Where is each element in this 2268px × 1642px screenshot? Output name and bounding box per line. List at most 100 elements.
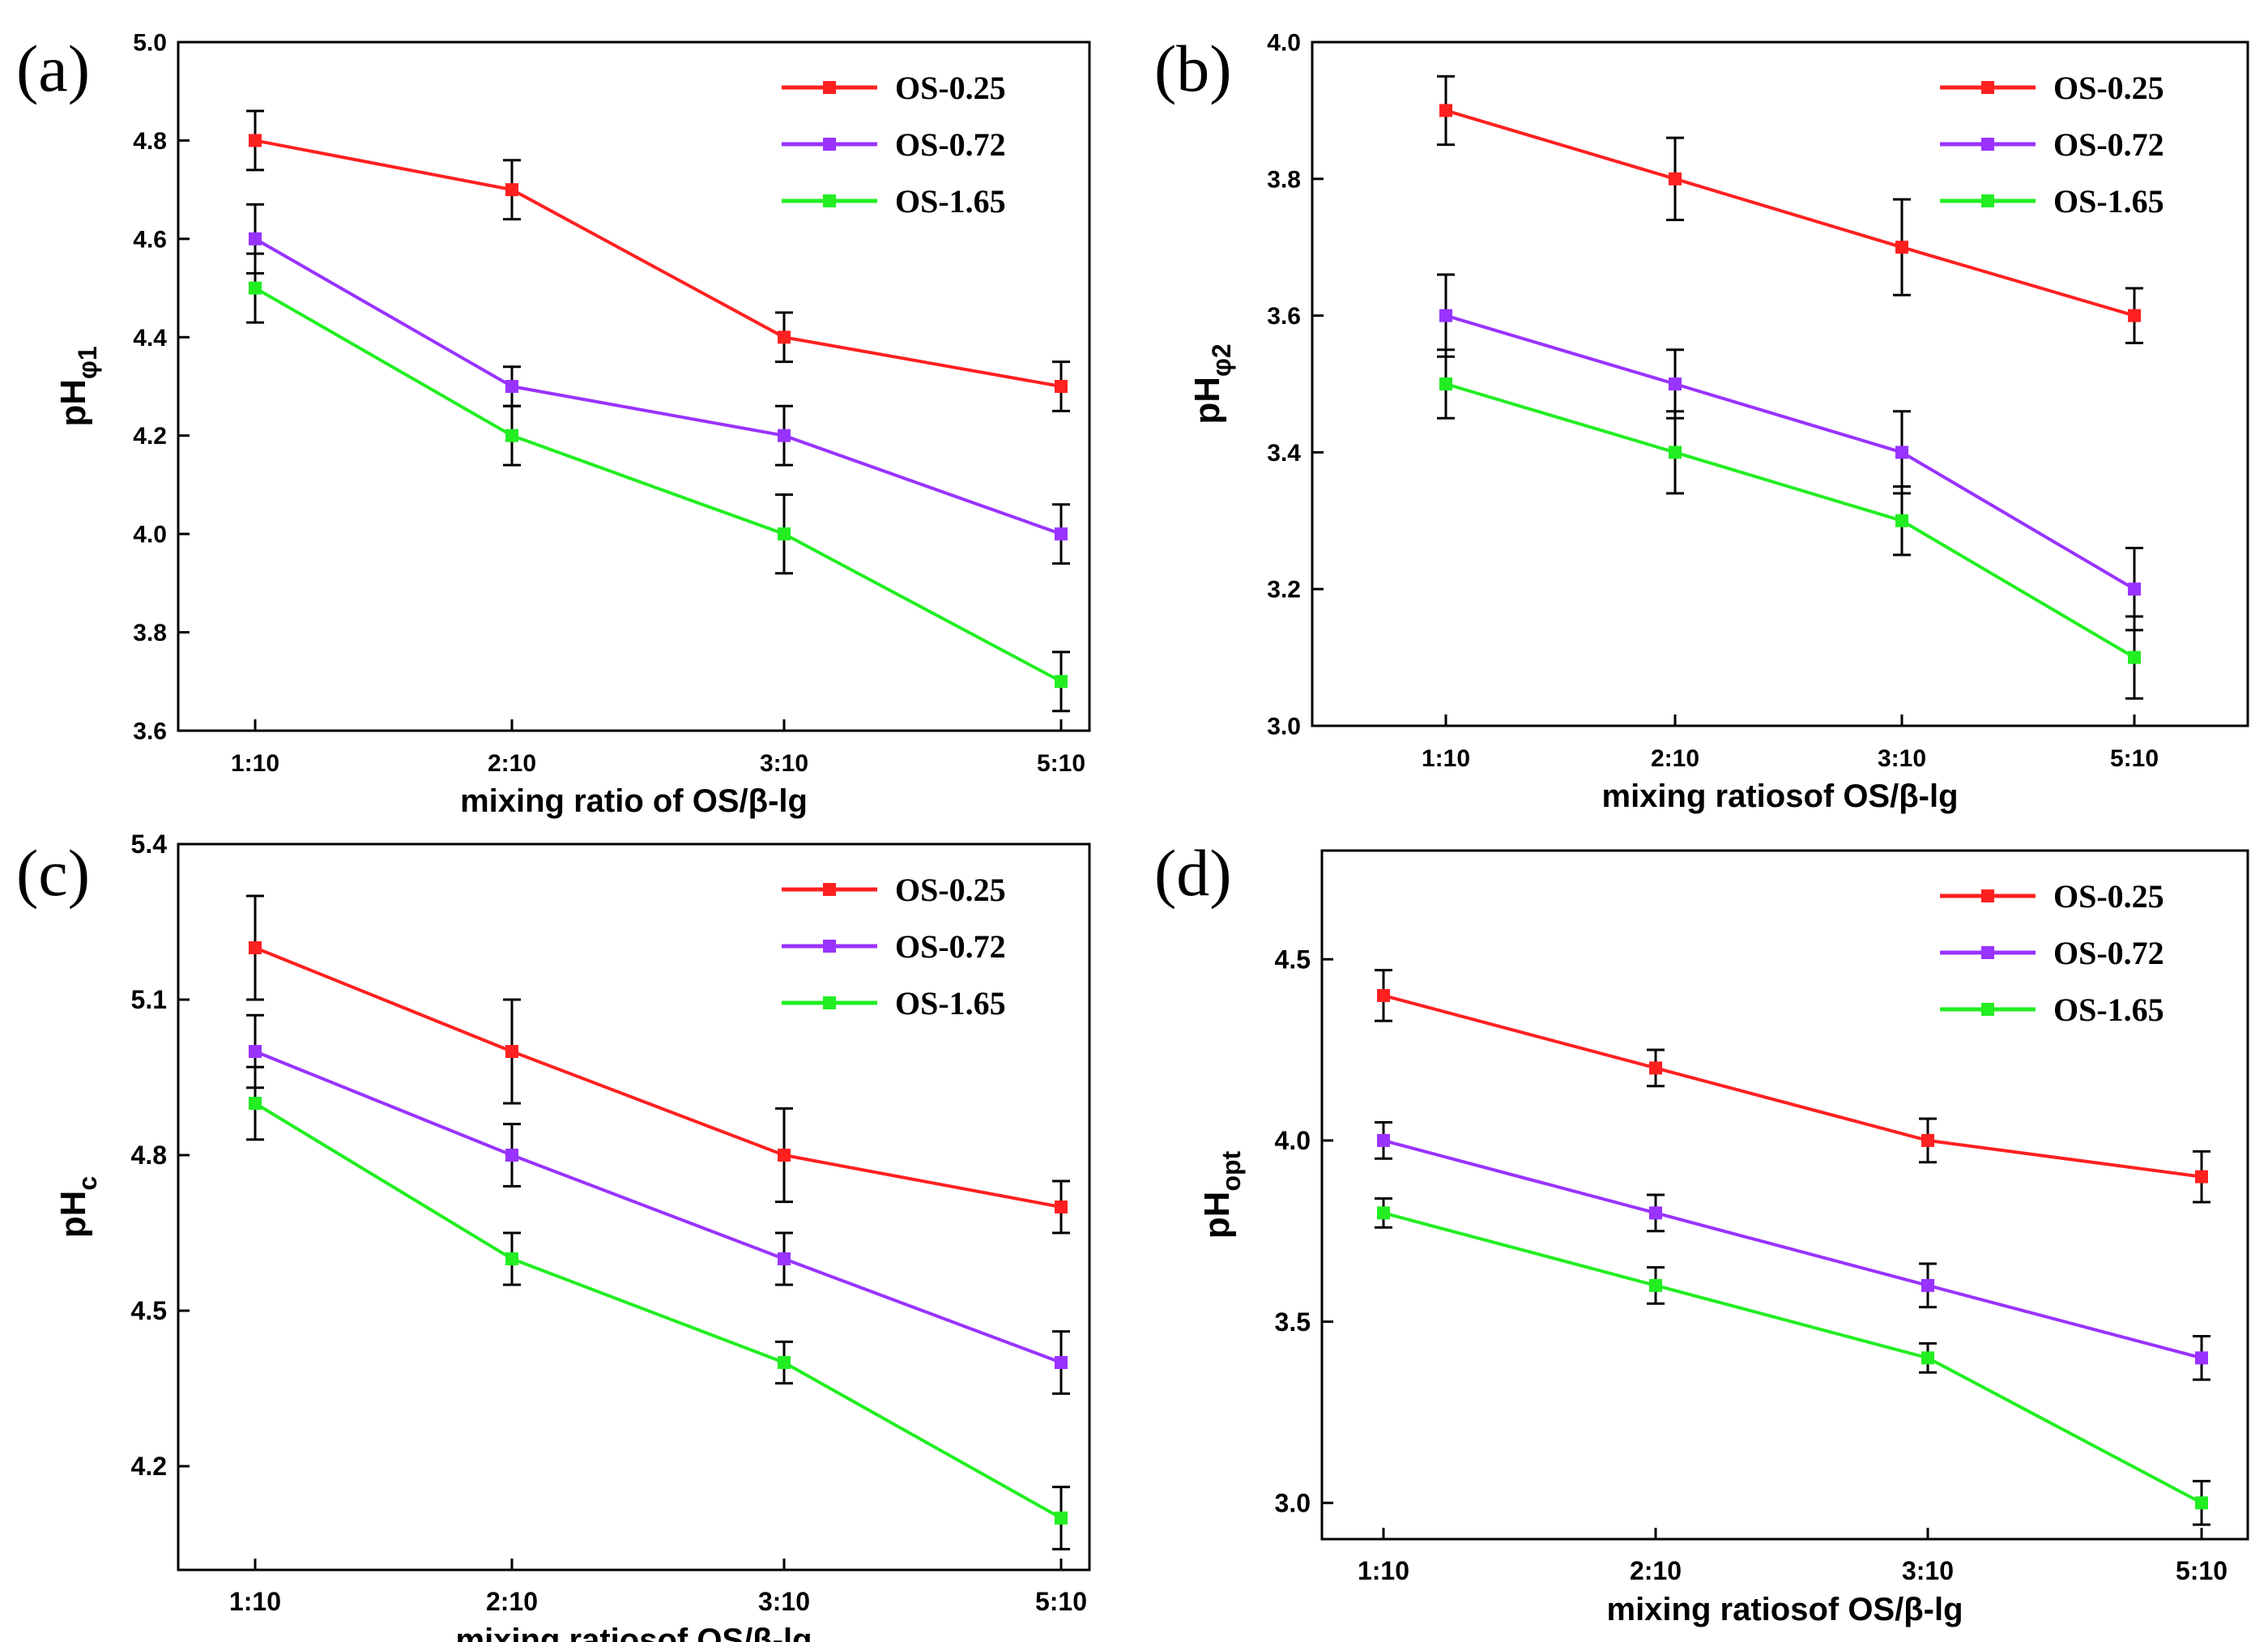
series-line bbox=[1445, 313, 2136, 591]
data-point bbox=[1377, 988, 1390, 1002]
panel-label: (d) bbox=[1154, 836, 1232, 910]
data-point bbox=[1055, 1512, 1068, 1525]
legend-label: OS-0.25 bbox=[2053, 878, 2164, 915]
data-point bbox=[1055, 1356, 1068, 1369]
legend-item: OS-0.25 bbox=[782, 872, 1006, 908]
legend-item: OS-1.65 bbox=[782, 183, 1006, 220]
legend-marker bbox=[1981, 138, 1994, 151]
y-tick-label: 3.5 bbox=[1275, 1307, 1311, 1337]
data-point bbox=[2128, 650, 2141, 664]
x-tick-label: 1:10 bbox=[231, 750, 279, 777]
data-point bbox=[1055, 380, 1068, 393]
legend-label: OS-0.72 bbox=[895, 928, 1006, 965]
legend-label: OS-1.65 bbox=[2053, 183, 2164, 220]
legend-label: OS-0.72 bbox=[895, 126, 1006, 163]
data-point bbox=[249, 941, 262, 954]
series-OS-1.65 bbox=[1437, 348, 2143, 700]
y-tick-label: 5.4 bbox=[131, 830, 168, 859]
plot-frame bbox=[1320, 849, 2249, 1541]
series-line bbox=[254, 1050, 1062, 1364]
legend-item: OS-1.65 bbox=[1940, 183, 2164, 220]
y-tick-label: 4.4 bbox=[133, 325, 167, 352]
series-line bbox=[1445, 382, 2136, 659]
x-axis-title: mixing ratio of OS/β-lg bbox=[460, 783, 808, 819]
data-point bbox=[505, 1149, 518, 1162]
y-tick-label: 3.0 bbox=[1267, 714, 1301, 740]
data-point bbox=[249, 134, 262, 147]
panel-label: (b) bbox=[1154, 32, 1232, 105]
series-OS-0.25 bbox=[246, 109, 1070, 412]
series-OS-0.72 bbox=[1375, 1121, 2210, 1381]
legend-item: OS-0.25 bbox=[1940, 878, 2164, 915]
data-point bbox=[2195, 1496, 2208, 1510]
legend-marker bbox=[1981, 889, 1994, 902]
legend-marker bbox=[1981, 946, 1994, 959]
legend-marker bbox=[823, 996, 836, 1009]
data-point bbox=[249, 232, 262, 245]
data-point bbox=[1669, 446, 1682, 459]
data-point bbox=[1377, 1133, 1390, 1147]
y-tick-label: 4.2 bbox=[131, 1452, 167, 1481]
legend-label: OS-0.25 bbox=[895, 872, 1006, 908]
series-line bbox=[1383, 1211, 2202, 1505]
x-tick-label: 3:10 bbox=[758, 1587, 810, 1616]
x-axis-title: mixing ratiosof OS/β-lg bbox=[456, 1623, 812, 1642]
panel-label: (a) bbox=[16, 32, 90, 105]
y-tick-label: 4.0 bbox=[1267, 30, 1301, 57]
chart-panel-3: (c) 4.2 4.5 4.8 5.1 5.4 1:10 2:10 3:10 5:10 mixing… bbox=[16, 830, 1091, 1642]
x-tick-label: 3:10 bbox=[760, 750, 808, 777]
x-tick-label: 2:10 bbox=[1630, 1556, 1682, 1585]
data-point bbox=[1439, 309, 1452, 322]
y-tick-label: 3.6 bbox=[133, 719, 167, 745]
x-tick-label: 5:10 bbox=[2110, 745, 2159, 772]
x-tick-label: 3:10 bbox=[1902, 1556, 1954, 1585]
y-axis-title: pHc bbox=[53, 1176, 102, 1238]
data-point bbox=[505, 429, 518, 442]
plot-frame bbox=[177, 842, 1091, 1572]
y-tick-label: 3.8 bbox=[1267, 166, 1301, 193]
x-tick-label: 1:10 bbox=[229, 1587, 281, 1616]
y-tick-label: 3.6 bbox=[1267, 303, 1301, 330]
data-point bbox=[1649, 1206, 1662, 1220]
x-tick-label: 1:10 bbox=[1422, 745, 1470, 772]
legend-label: OS-0.72 bbox=[2053, 126, 2164, 163]
data-point bbox=[2195, 1170, 2208, 1184]
x-tick-label: 5:10 bbox=[2176, 1556, 2228, 1585]
y-tick-label: 4.6 bbox=[133, 226, 167, 253]
series-line bbox=[254, 1102, 1062, 1520]
data-point bbox=[2128, 582, 2141, 596]
data-point bbox=[1055, 1201, 1068, 1213]
panel-label: (c) bbox=[16, 836, 90, 910]
y-tick-label: 4.8 bbox=[133, 128, 167, 155]
data-point bbox=[778, 429, 791, 442]
data-point bbox=[1055, 675, 1068, 689]
data-point bbox=[505, 183, 518, 197]
y-tick-label: 3.0 bbox=[1275, 1488, 1311, 1517]
y-tick-label: 3.2 bbox=[1267, 577, 1301, 603]
legend-item: OS-0.72 bbox=[782, 928, 1006, 965]
y-tick-label: 4.5 bbox=[131, 1296, 167, 1325]
y-axis-title: pHφ1 bbox=[53, 346, 102, 426]
legend-marker bbox=[1981, 81, 1994, 94]
data-point bbox=[1649, 1278, 1662, 1292]
series-OS-0.72 bbox=[1437, 273, 2143, 632]
legend-label: OS-0.25 bbox=[2053, 70, 2164, 106]
data-point bbox=[1439, 377, 1452, 390]
legend-label: OS-0.25 bbox=[895, 70, 1006, 106]
data-point bbox=[1439, 104, 1452, 117]
legend-item: OS-0.72 bbox=[782, 126, 1006, 163]
x-axis-title: mixing ratiosof OS/β-lg bbox=[1602, 778, 1959, 814]
legend-marker bbox=[823, 883, 836, 896]
data-point bbox=[505, 380, 518, 393]
series-OS-0.72 bbox=[246, 1013, 1070, 1395]
x-axis-title: mixing ratiosof OS/β-lg bbox=[1607, 1592, 1963, 1627]
data-point bbox=[1921, 1133, 1934, 1147]
legend-marker bbox=[823, 81, 836, 94]
data-point bbox=[249, 1097, 262, 1110]
y-tick-label: 4.0 bbox=[133, 522, 167, 548]
y-tick-label: 4.8 bbox=[131, 1141, 167, 1170]
data-point bbox=[505, 1045, 518, 1058]
series-line bbox=[254, 139, 1062, 388]
data-point bbox=[778, 1356, 791, 1369]
